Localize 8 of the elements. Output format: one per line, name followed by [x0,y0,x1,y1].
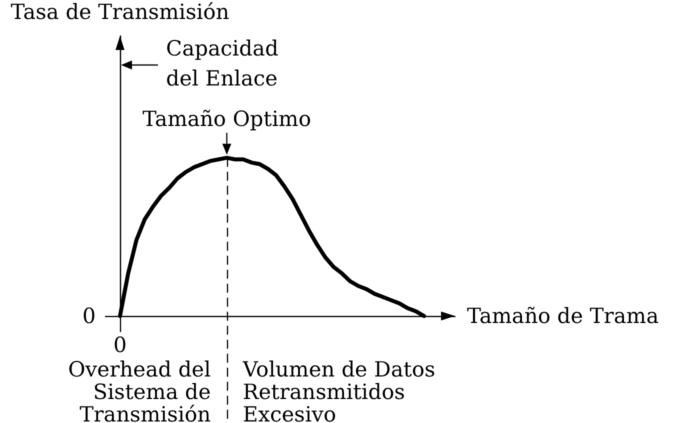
annotation: Tamaño Optimo [142,106,312,131]
x-axis-title: Tamaño de Trama [467,304,659,328]
text: Tasa de Transmisión [10,0,230,24]
text: Volumen de Datos Retransmitidos Excesivo [242,358,436,423]
text: 0 [113,333,127,357]
text: 0 [82,304,96,328]
text: Capacidad del Enlace [166,36,278,90]
text: Overhead del Sistema de Transmisión [68,358,212,423]
